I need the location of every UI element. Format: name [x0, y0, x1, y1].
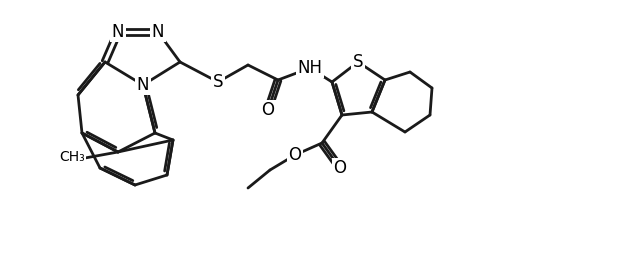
Text: N: N [112, 23, 124, 41]
Text: O: O [262, 101, 275, 119]
Text: N: N [152, 23, 164, 41]
Text: N: N [137, 76, 149, 94]
Text: CH₃: CH₃ [59, 150, 85, 164]
Text: S: S [353, 53, 364, 71]
Text: NH: NH [298, 59, 323, 77]
Text: O: O [289, 146, 301, 164]
Text: S: S [212, 73, 223, 91]
Text: O: O [333, 159, 346, 177]
